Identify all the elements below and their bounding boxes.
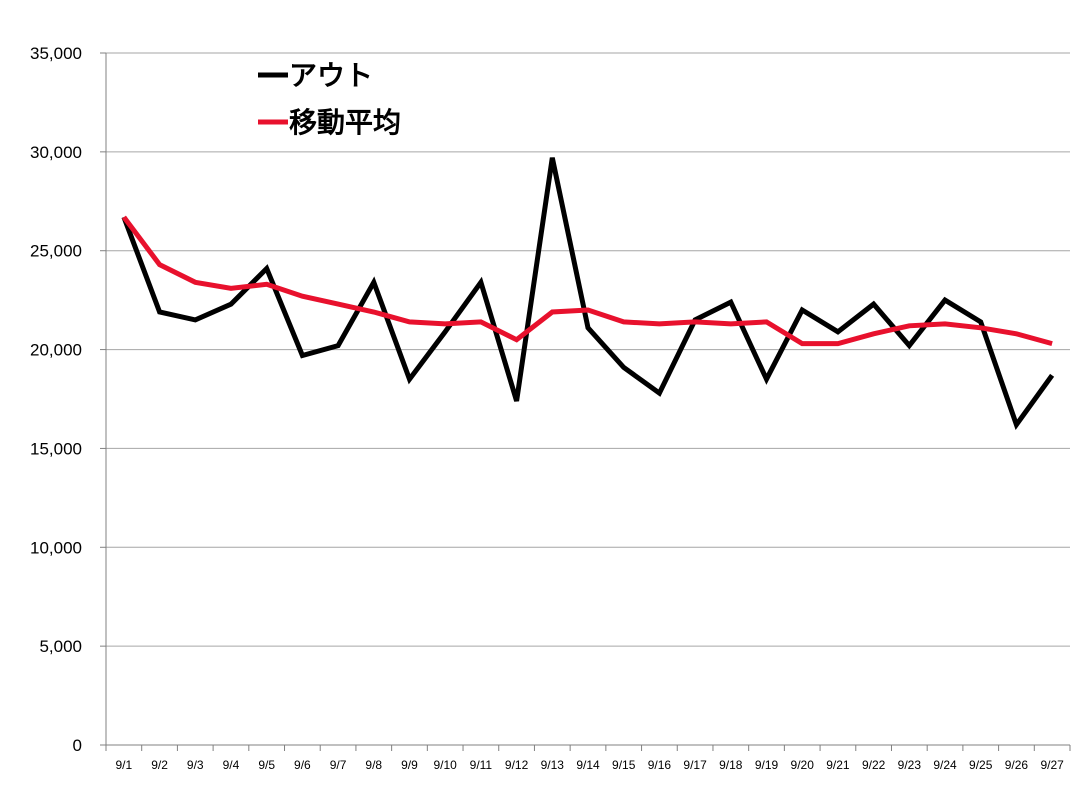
series-line-moving-average <box>121 215 1053 347</box>
legend-label-out: アウト <box>289 59 373 92</box>
x-tick-label: 9/9 <box>401 758 418 772</box>
x-tick-label: 9/14 <box>576 758 600 772</box>
y-tick-label: 25,000 <box>30 242 82 261</box>
x-tick-label: 9/22 <box>862 758 886 772</box>
x-tick-label: 9/24 <box>933 758 957 772</box>
x-tick-label: 9/5 <box>258 758 275 772</box>
x-tick-label: 9/10 <box>434 758 458 772</box>
y-tick-label: 5,000 <box>39 637 82 656</box>
x-tick-label: 9/12 <box>505 758 529 772</box>
y-tick-label: 10,000 <box>30 538 82 557</box>
y-tick-label: 20,000 <box>30 341 82 360</box>
series-lines <box>121 157 1055 431</box>
legend-label-moving-average: 移動平均 <box>289 106 401 139</box>
y-axis-ticks: 0 5,000 10,000 15,000 20,000 25,000 30,000 35,0… <box>30 44 82 755</box>
series-line-out <box>121 157 1055 431</box>
x-tick-label: 9/11 <box>470 758 493 772</box>
x-tick-label: 9/13 <box>541 758 565 772</box>
y-tick-label: 35,000 <box>30 44 82 63</box>
x-tick-label: 9/4 <box>223 758 240 772</box>
axes <box>100 52 1071 751</box>
legend: アウト 移動平均 <box>258 59 401 139</box>
x-tick-label: 9/23 <box>898 758 922 772</box>
x-tick-label: 9/3 <box>187 758 204 772</box>
x-tick-label: 9/17 <box>683 758 707 772</box>
x-tick-label: 9/16 <box>648 758 672 772</box>
x-tick-label: 9/15 <box>612 758 636 772</box>
x-tick-label: 9/27 <box>1040 758 1064 772</box>
x-tick-label: 9/6 <box>294 758 311 772</box>
x-tick-label: 9/21 <box>826 758 850 772</box>
x-tick-label: 9/8 <box>365 758 382 772</box>
x-tick-label: 9/26 <box>1005 758 1029 772</box>
legend-entry-moving-average: 移動平均 <box>258 106 401 139</box>
x-tick-label: 9/25 <box>969 758 993 772</box>
x-tick-label: 9/1 <box>116 758 133 772</box>
x-tick-label: 9/2 <box>151 758 168 772</box>
x-axis-ticks: 9/1 9/2 9/3 9/4 9/5 9/6 9/7 9/8 9/9 9/10 9/11 9/12 9… <box>116 758 1065 772</box>
x-tick-label: 9/7 <box>330 758 347 772</box>
y-tick-label: 15,000 <box>30 439 82 458</box>
x-tick-label: 9/19 <box>755 758 779 772</box>
legend-entry-out: アウト <box>258 59 373 92</box>
x-tick-label: 9/20 <box>791 758 815 772</box>
x-tick-label: 9/18 <box>719 758 743 772</box>
y-tick-label: 30,000 <box>30 143 82 162</box>
gridlines <box>106 52 1070 647</box>
y-tick-label: 0 <box>73 736 82 755</box>
